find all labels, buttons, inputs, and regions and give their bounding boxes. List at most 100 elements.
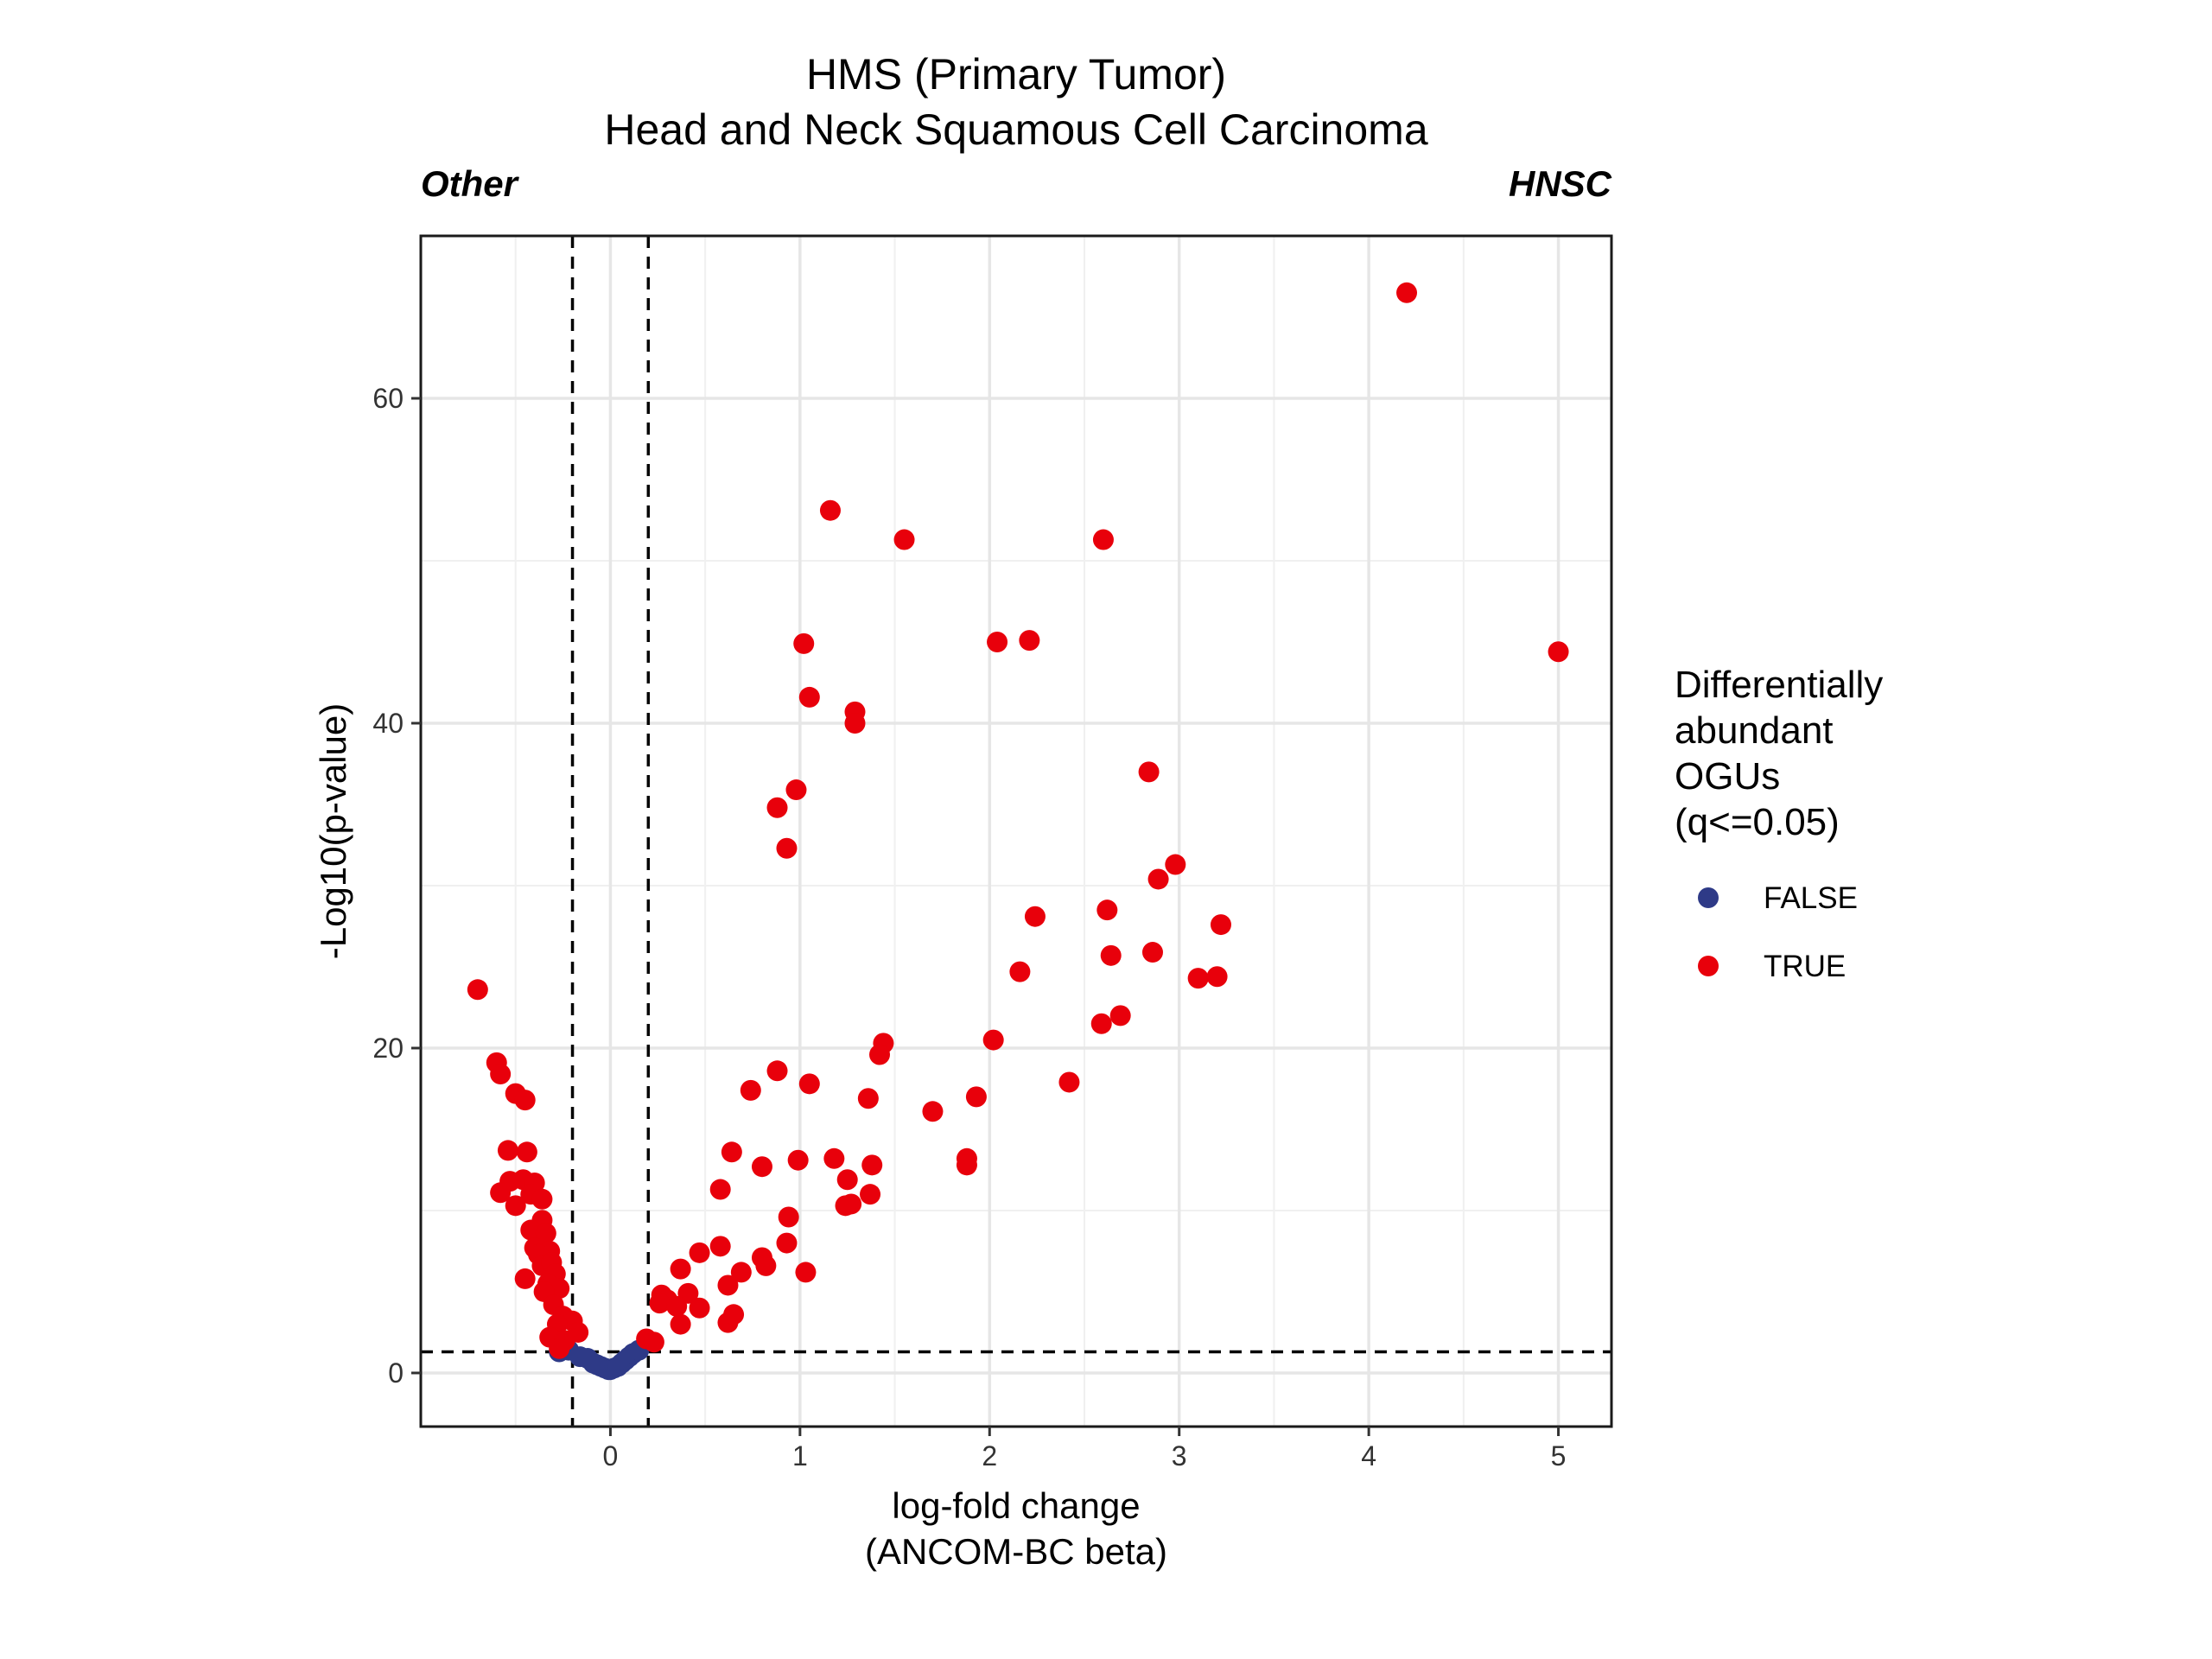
point-true bbox=[965, 1086, 987, 1108]
point-true bbox=[730, 1262, 752, 1283]
point-true bbox=[982, 1029, 1004, 1051]
y-tick-label: 0 bbox=[388, 1357, 404, 1389]
point-true bbox=[497, 1140, 518, 1161]
point-true bbox=[844, 712, 866, 734]
point-true bbox=[721, 1141, 742, 1163]
point-true bbox=[1100, 944, 1122, 966]
point-true bbox=[1141, 942, 1163, 963]
point-true bbox=[857, 1088, 879, 1109]
chart-subtitle: Head and Neck Squamous Cell Carcinoma bbox=[604, 105, 1427, 154]
point-true bbox=[1396, 282, 1418, 303]
point-true bbox=[793, 632, 815, 654]
point-true bbox=[649, 1293, 671, 1314]
point-true bbox=[766, 1060, 788, 1082]
x-tick-label: 2 bbox=[982, 1440, 997, 1471]
legend-title-line1: Differentially bbox=[1675, 664, 1883, 706]
point-true bbox=[516, 1141, 537, 1163]
right-annotation: HNSC bbox=[1509, 163, 1612, 204]
plot-panel-background bbox=[421, 236, 1611, 1427]
point-true bbox=[1187, 968, 1209, 989]
point-true bbox=[717, 1274, 739, 1296]
point-true bbox=[922, 1101, 944, 1122]
point-true bbox=[531, 1188, 553, 1210]
x-tick-label: 1 bbox=[792, 1440, 808, 1471]
x-tick-label: 4 bbox=[1361, 1440, 1376, 1471]
x-axis-title-line2: (ANCOM-BC beta) bbox=[865, 1531, 1167, 1572]
plot-panel-border bbox=[419, 234, 1613, 1428]
point-true bbox=[643, 1332, 664, 1353]
point-true bbox=[467, 979, 488, 1001]
point-true bbox=[776, 1232, 798, 1254]
point-true bbox=[490, 1182, 512, 1204]
x-tick-label: 5 bbox=[1551, 1440, 1567, 1471]
axis-ticks: 0 1 2 3 4 5 0 20 40 60 bbox=[372, 383, 1566, 1471]
point-true bbox=[861, 1154, 883, 1176]
legend-label-false: FALSE bbox=[1764, 881, 1858, 915]
point-true bbox=[1138, 761, 1160, 783]
point-true bbox=[860, 1184, 881, 1205]
legend-title-line2: abundant bbox=[1675, 709, 1834, 752]
point-true bbox=[785, 779, 807, 801]
point-true bbox=[1109, 1005, 1131, 1027]
point-true bbox=[823, 1147, 845, 1169]
y-tick-label: 20 bbox=[372, 1033, 404, 1064]
point-true bbox=[670, 1258, 691, 1280]
chart-title: HMS (Primary Tumor) bbox=[806, 50, 1226, 99]
point-true bbox=[1206, 966, 1228, 988]
point-true bbox=[514, 1090, 536, 1111]
point-true bbox=[1165, 854, 1186, 875]
point-true bbox=[666, 1295, 688, 1317]
point-true bbox=[751, 1156, 772, 1178]
point-true bbox=[709, 1179, 731, 1200]
point-true bbox=[568, 1321, 589, 1343]
y-tick-label: 40 bbox=[372, 708, 404, 739]
x-tick-label: 3 bbox=[1172, 1440, 1187, 1471]
point-true bbox=[1019, 630, 1040, 652]
point-true bbox=[755, 1255, 777, 1276]
point-true bbox=[1009, 961, 1031, 982]
point-true bbox=[819, 499, 841, 521]
point-true bbox=[987, 631, 1008, 652]
x-axis-title-line1: log-fold change bbox=[892, 1485, 1140, 1526]
legend-key-true bbox=[1698, 956, 1719, 976]
legend-title-line4: (q<=0.05) bbox=[1675, 801, 1840, 843]
point-true bbox=[689, 1242, 710, 1263]
point-true bbox=[1147, 868, 1169, 890]
legend-label-true: TRUE bbox=[1764, 950, 1846, 983]
data-points bbox=[467, 282, 1569, 1381]
point-true bbox=[549, 1338, 570, 1359]
point-true bbox=[869, 1044, 891, 1065]
legend-key-false bbox=[1698, 887, 1719, 908]
point-true bbox=[1548, 641, 1569, 663]
point-true bbox=[535, 1223, 556, 1244]
point-true bbox=[798, 1073, 820, 1095]
point-true bbox=[1090, 1013, 1112, 1034]
x-tick-label: 0 bbox=[603, 1440, 619, 1471]
point-true bbox=[795, 1262, 817, 1283]
point-true bbox=[776, 837, 798, 859]
y-tick-label: 60 bbox=[372, 383, 404, 414]
point-true bbox=[723, 1304, 745, 1325]
point-true bbox=[787, 1149, 809, 1171]
gridlines bbox=[421, 235, 1611, 1427]
point-true bbox=[740, 1079, 761, 1101]
point-true bbox=[1058, 1071, 1080, 1093]
point-true bbox=[514, 1268, 536, 1289]
point-true bbox=[1096, 899, 1118, 921]
point-true bbox=[689, 1297, 710, 1319]
point-true bbox=[1210, 914, 1231, 936]
point-true bbox=[490, 1064, 512, 1085]
point-true bbox=[670, 1313, 691, 1335]
point-true bbox=[835, 1195, 856, 1217]
legend: Differentially abundant OGUs (q<=0.05) F… bbox=[1675, 664, 1883, 983]
point-true bbox=[709, 1236, 731, 1257]
point-true bbox=[778, 1206, 799, 1228]
point-true bbox=[1092, 529, 1114, 550]
point-true bbox=[798, 686, 820, 708]
point-true bbox=[1024, 906, 1046, 927]
point-true bbox=[836, 1169, 858, 1191]
legend-title-line3: OGUs bbox=[1675, 755, 1780, 798]
left-annotation: Other bbox=[421, 163, 520, 204]
y-axis-title: -Log10(p-value) bbox=[313, 703, 353, 960]
